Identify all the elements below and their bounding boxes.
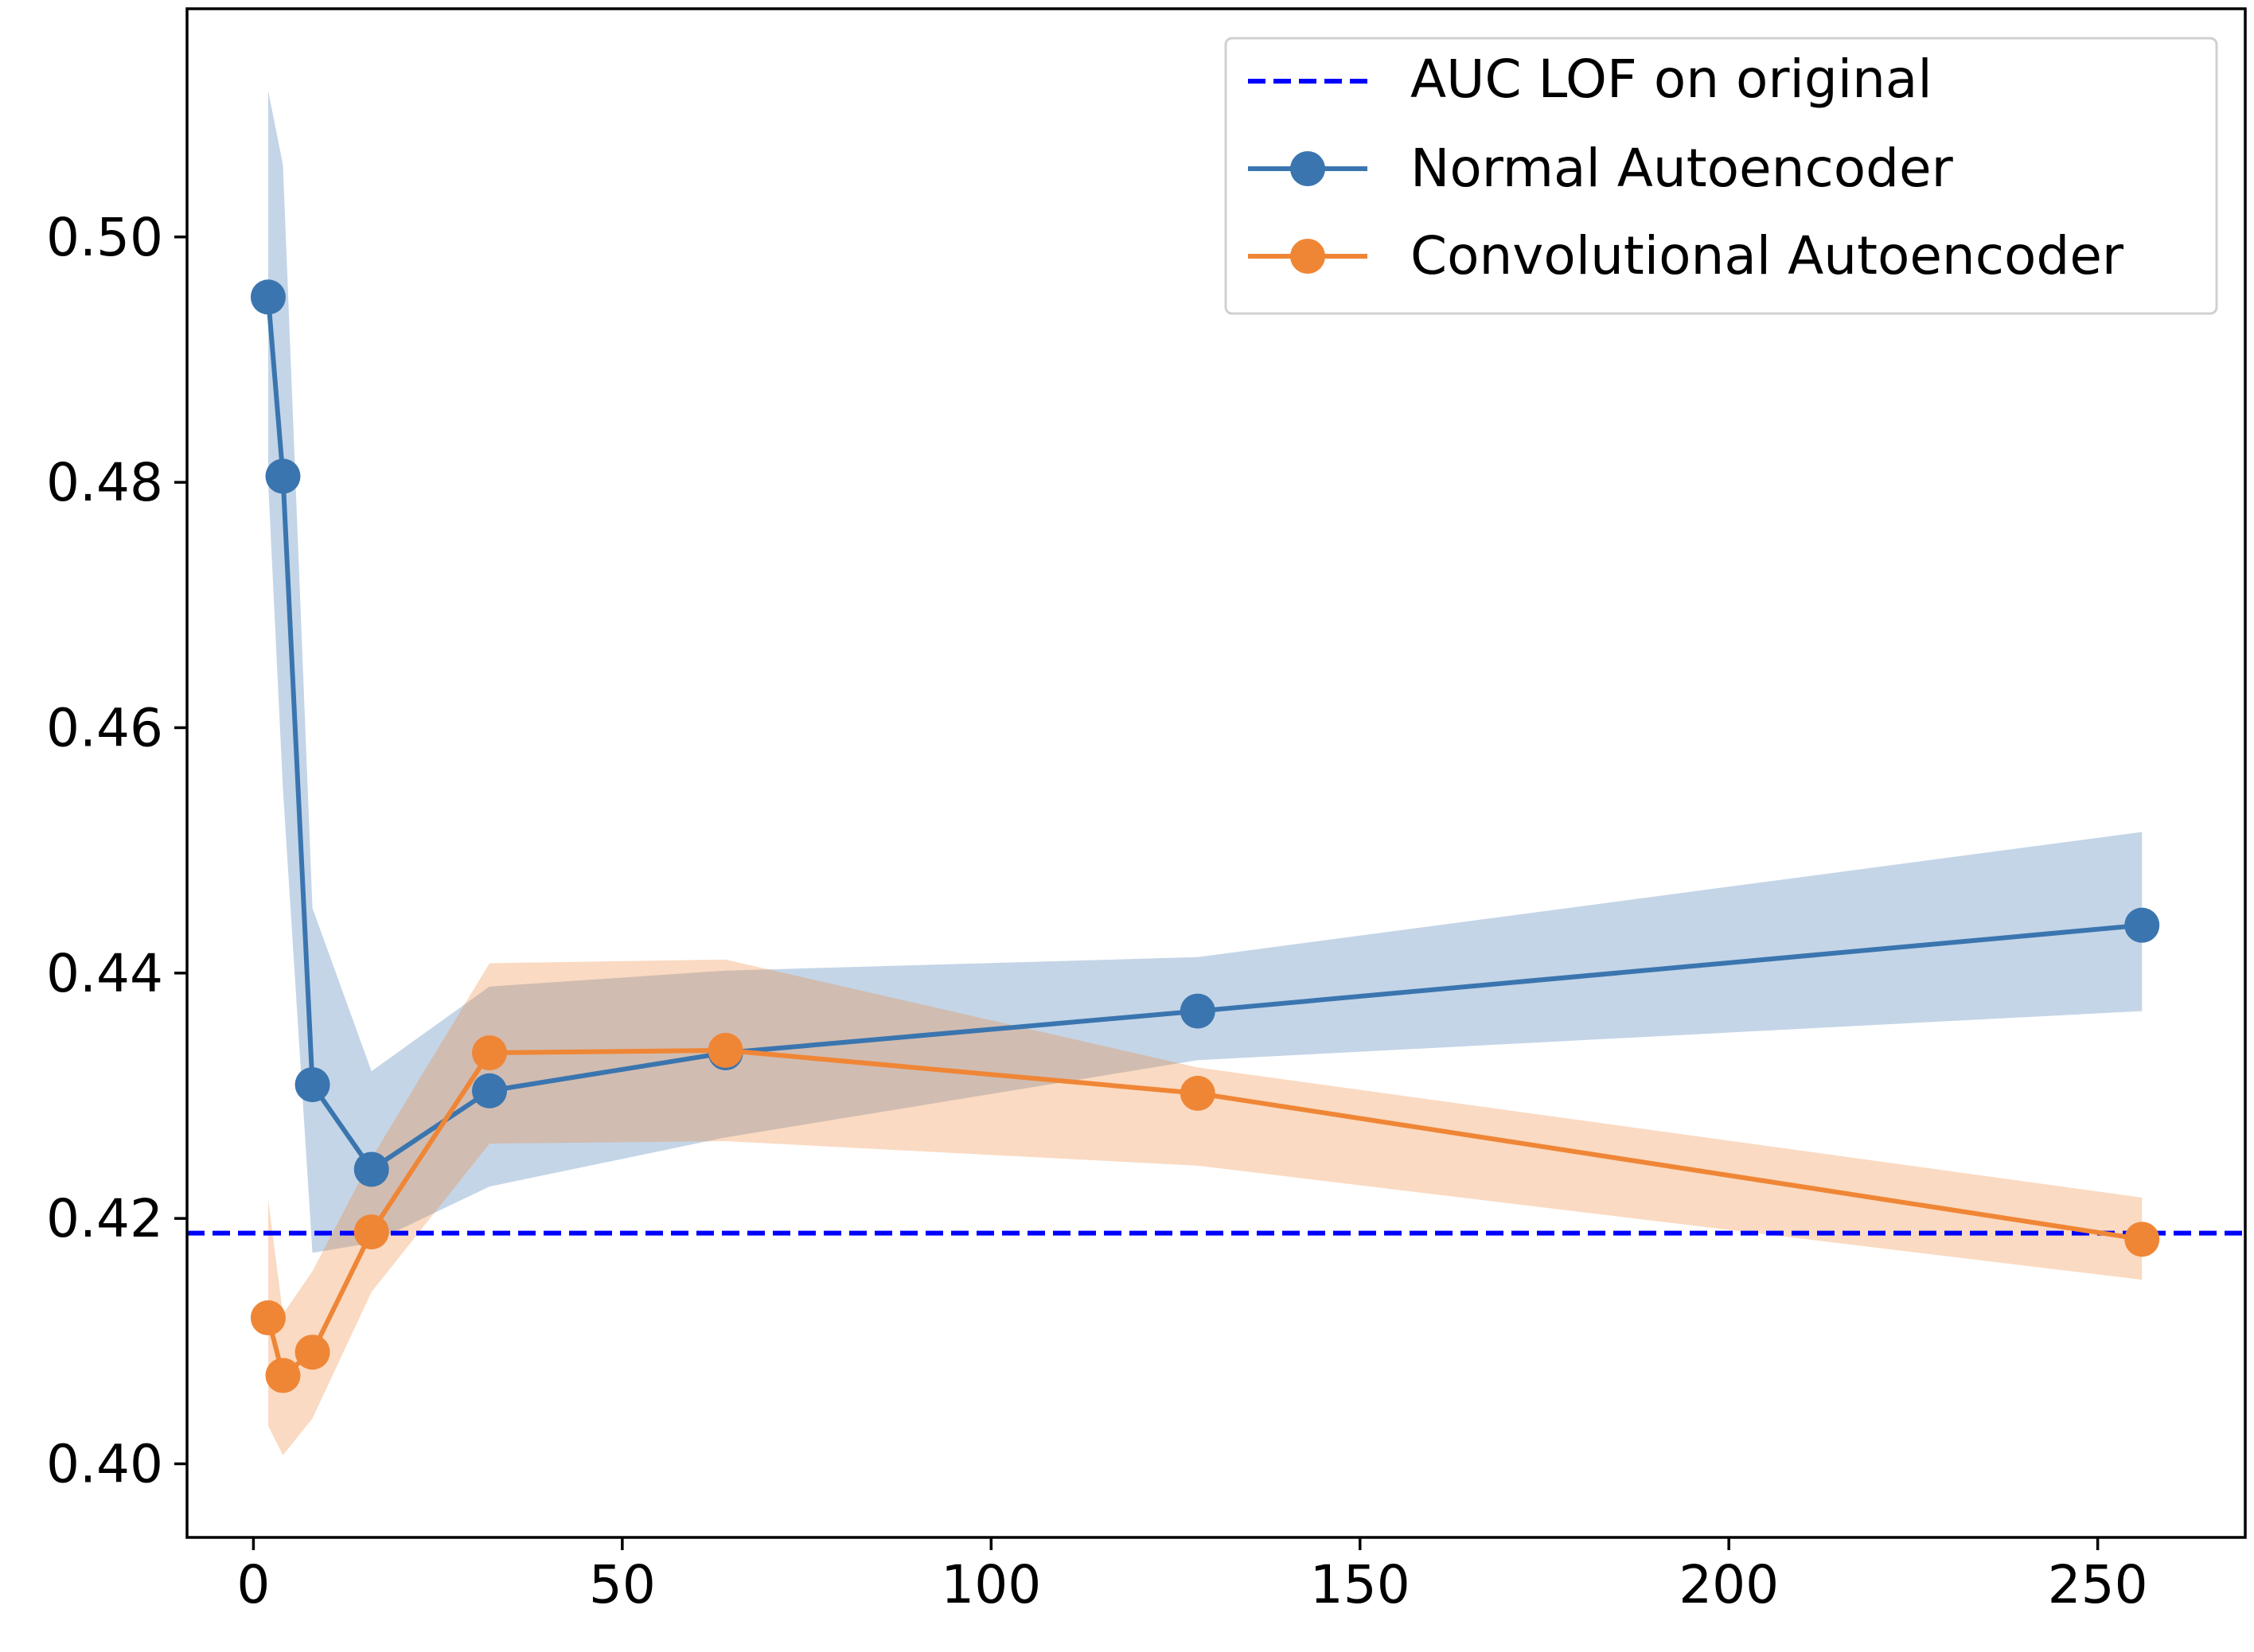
x-tick-label: 250 [2048,1554,2148,1615]
data-point-0-4 [472,1073,508,1108]
data-point-0-2 [294,1067,330,1103]
x-tick-label: 150 [1310,1554,1410,1615]
x-tick-label: 100 [941,1554,1041,1615]
legend-marker-normal [1290,151,1325,186]
data-point-0-3 [353,1151,389,1187]
y-tick-label: 0.48 [46,452,163,513]
legend: AUC LOF on original Normal Autoencoder C… [1224,37,2218,315]
data-point-1-5 [708,1032,743,1068]
data-point-1-2 [294,1334,330,1370]
y-tick-label: 0.40 [46,1433,163,1494]
y-tick-label: 0.42 [46,1188,163,1249]
x-tick-label: 200 [1679,1554,1779,1615]
data-point-1-4 [472,1035,508,1071]
series-line-0 [265,297,2143,1173]
y-tick-label: 0.44 [46,943,163,1004]
y-tick-label: 0.50 [46,207,163,268]
data-point-1-0 [250,1300,286,1336]
legend-label-hline: AUC LOF on original [1410,49,1932,110]
legend-label-conv: Convolutional Autoencoder [1410,225,2124,286]
legend-label-normal: Normal Autoencoder [1410,138,1954,199]
confidence-band-1 [267,959,2143,1455]
data-point-1-1 [265,1358,301,1393]
confidence-band-0 [267,91,2143,1253]
data-point-1-6 [1180,1075,1215,1111]
data-point-0-7 [2124,907,2160,943]
legend-marker-conv [1290,239,1325,274]
data-point-1-3 [353,1214,389,1250]
legend-box [1224,37,2218,315]
x-tick-label: 50 [589,1554,656,1615]
x-tick-label: 0 [236,1554,270,1615]
data-point-0-1 [265,458,301,494]
plot-frame [185,7,2247,1539]
y-tick-label: 0.46 [46,697,163,758]
data-point-0-6 [1180,993,1215,1029]
data-point-0-0 [250,279,286,315]
data-point-1-7 [2124,1221,2160,1257]
